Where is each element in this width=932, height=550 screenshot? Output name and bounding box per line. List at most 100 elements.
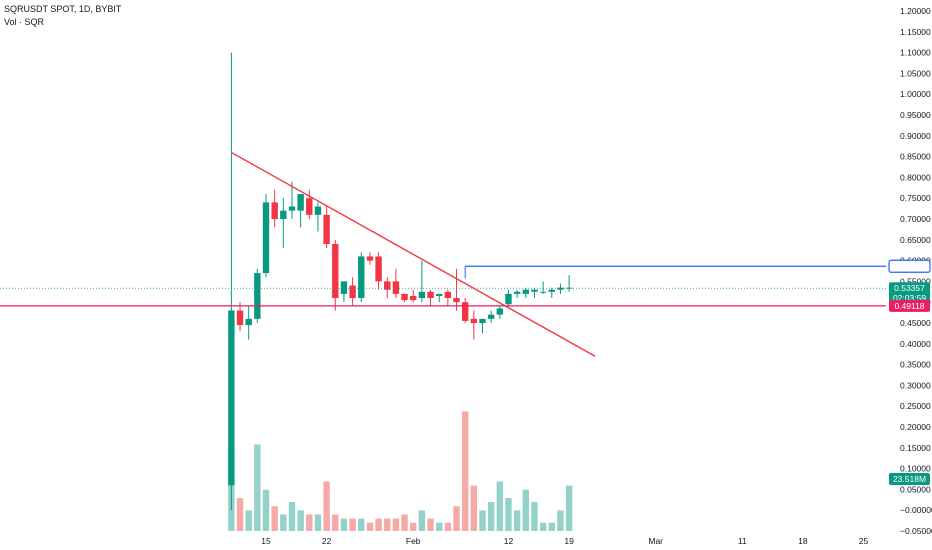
volume-bar bbox=[288, 502, 296, 531]
candle-body bbox=[505, 293, 512, 305]
candle-body bbox=[384, 281, 391, 290]
price-tick-label: −0.00000 bbox=[900, 505, 932, 515]
price-tick-label: 1.20000 bbox=[900, 6, 931, 16]
volume-bar bbox=[461, 411, 469, 531]
volume-bar bbox=[565, 485, 573, 531]
candle-body bbox=[236, 310, 244, 326]
trendline[interactable] bbox=[231, 151, 596, 357]
price-tick-label: 0.35000 bbox=[900, 360, 931, 370]
volume-bar bbox=[401, 514, 408, 531]
candle-body bbox=[297, 194, 304, 211]
candle-body bbox=[288, 206, 296, 211]
volume-bar bbox=[384, 518, 391, 531]
price-tick-label: 0.20000 bbox=[900, 422, 931, 432]
candle-body bbox=[245, 318, 252, 326]
volume-bar bbox=[306, 514, 313, 531]
candle-body bbox=[306, 198, 313, 215]
volume-bar bbox=[487, 502, 495, 531]
candle-body bbox=[375, 256, 382, 282]
volume-bar bbox=[418, 510, 426, 531]
price-tick-label: 1.00000 bbox=[900, 89, 931, 99]
price-tick-label: 0.45000 bbox=[900, 318, 931, 328]
candle-body bbox=[427, 291, 434, 299]
volume-bar bbox=[314, 514, 322, 531]
volume-bar bbox=[427, 518, 434, 531]
candle-body bbox=[410, 295, 417, 301]
volume-bar bbox=[254, 444, 261, 531]
price-tick-label: 0.15000 bbox=[900, 443, 931, 453]
candle-body bbox=[557, 287, 564, 290]
price-tick-label: 0.40000 bbox=[900, 339, 931, 349]
volume-bars bbox=[228, 411, 573, 531]
volume-title: Vol · SQR bbox=[4, 17, 45, 27]
candle-body bbox=[401, 293, 408, 301]
volume-bar bbox=[410, 522, 417, 531]
volume-bar bbox=[271, 506, 278, 531]
volume-bar bbox=[557, 510, 564, 531]
price-tick-label: 0.85000 bbox=[900, 152, 931, 162]
price-tick-label: 0.90000 bbox=[900, 131, 931, 141]
time-tick-label: 25 bbox=[859, 536, 869, 546]
candle-body bbox=[548, 289, 555, 292]
price-tick-label: 0.95000 bbox=[900, 110, 931, 120]
time-tick-label: 11 bbox=[738, 536, 747, 546]
volume-bar bbox=[531, 502, 538, 531]
candle-body bbox=[254, 273, 261, 319]
time-tick-label: 19 bbox=[564, 536, 574, 546]
candle-body bbox=[366, 256, 374, 261]
candle-body bbox=[522, 289, 529, 294]
candle-body bbox=[280, 210, 287, 219]
current-price-badge-text: 02:03:59 bbox=[893, 293, 926, 303]
candle-body bbox=[479, 318, 486, 323]
volume-bar bbox=[366, 522, 374, 531]
price-tick-label: 1.05000 bbox=[900, 68, 931, 78]
price-tick-label: −0.05000 bbox=[900, 526, 932, 536]
volume-bar bbox=[522, 489, 529, 531]
time-tick-label: 12 bbox=[504, 536, 514, 546]
volume-bar bbox=[323, 481, 330, 531]
candle-body bbox=[461, 302, 469, 321]
candle-body bbox=[496, 308, 504, 315]
candle-body bbox=[539, 291, 547, 293]
time-tick-label: 15 bbox=[261, 536, 271, 546]
chart-legend: SQRUSDT SPOT, 1D, BYBIT Vol · SQR bbox=[4, 3, 121, 29]
support-price-badge-text: 0.49118 bbox=[894, 301, 924, 311]
resistance-price-badge bbox=[888, 259, 931, 273]
candles bbox=[228, 52, 573, 511]
price-tick-label: 1.15000 bbox=[900, 27, 931, 37]
candle-body bbox=[444, 291, 452, 299]
volume-bar bbox=[262, 489, 270, 531]
candle-body bbox=[349, 285, 356, 299]
volume-bar bbox=[479, 510, 486, 531]
drawn-lines[interactable] bbox=[0, 151, 886, 357]
price-tick-label: 0.70000 bbox=[900, 214, 931, 224]
time-tick-label: Feb bbox=[406, 536, 421, 546]
time-tick-label: 22 bbox=[322, 536, 332, 546]
price-tick-label: 1.10000 bbox=[900, 48, 931, 58]
candle-body bbox=[271, 202, 278, 219]
price-tick-label: 0.65000 bbox=[900, 235, 931, 245]
candle-body bbox=[470, 318, 478, 323]
volume-bar bbox=[513, 510, 521, 531]
candle-body bbox=[392, 281, 400, 294]
price-tick-label: 0.80000 bbox=[900, 172, 931, 182]
current-price-badge bbox=[889, 282, 930, 305]
volume-bar bbox=[375, 518, 382, 531]
time-axis[interactable]: 15 22 Feb 12 19 Mar 11 18 25 bbox=[261, 536, 868, 546]
candle-body bbox=[531, 289, 538, 292]
volume-bar bbox=[245, 510, 252, 531]
candle-body bbox=[358, 256, 365, 299]
volume-bar bbox=[392, 518, 400, 531]
price-tick-label: 0.05000 bbox=[900, 484, 931, 494]
volume-bar bbox=[470, 485, 478, 531]
volume-bar bbox=[548, 522, 555, 531]
time-tick-label: 18 bbox=[798, 536, 808, 546]
volume-bar bbox=[436, 522, 443, 531]
volume-bar bbox=[340, 518, 348, 531]
candle-body bbox=[323, 214, 330, 244]
price-tick-label: 0.55000 bbox=[900, 276, 931, 286]
time-tick-label: Mar bbox=[648, 536, 663, 546]
candle-body bbox=[513, 291, 521, 294]
volume-bar bbox=[297, 510, 304, 531]
